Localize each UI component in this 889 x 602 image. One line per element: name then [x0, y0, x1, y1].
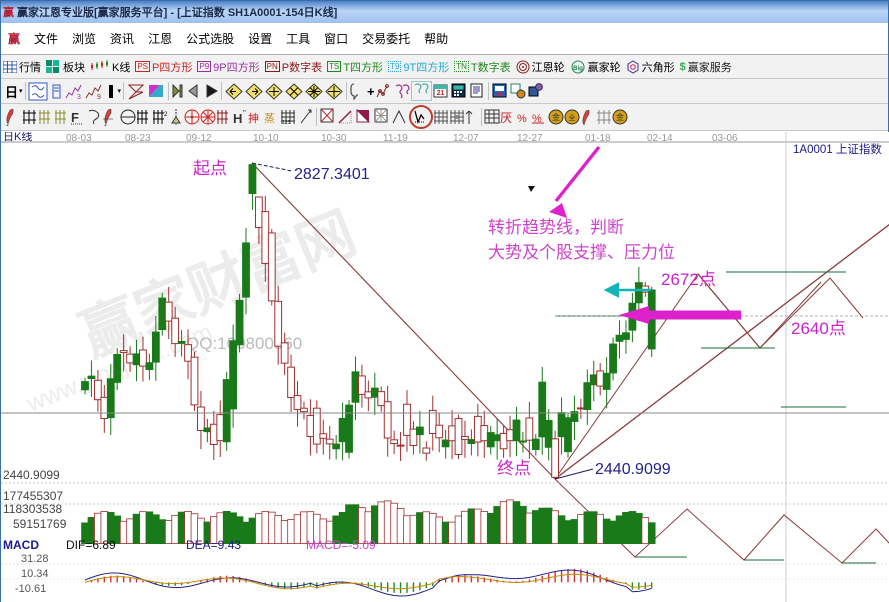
svg-text:10-30: 10-30	[321, 133, 347, 144]
svg-text:01-18: 01-18	[585, 133, 611, 144]
svg-text:21: 21	[436, 90, 444, 97]
svg-text:起点: 起点	[193, 159, 227, 178]
svg-text:03-06: 03-06	[712, 133, 738, 144]
svg-text:日K线: 日K线	[3, 132, 32, 143]
svg-text:大势及个股支撑、压力位: 大势及个股支撑、压力位	[488, 243, 675, 262]
svg-text:%: %	[517, 113, 527, 125]
svg-text:2672点: 2672点	[661, 270, 716, 289]
svg-text:02-14: 02-14	[647, 133, 673, 144]
svg-text:118303538: 118303538	[3, 502, 63, 516]
svg-text:3: 3	[77, 94, 81, 101]
svg-text:59151769: 59151769	[13, 517, 67, 531]
svg-text:2440.9099: 2440.9099	[595, 461, 671, 478]
svg-text:Big: Big	[573, 66, 583, 72]
svg-text:H: H	[233, 111, 242, 126]
svg-text:-10.61: -10.61	[15, 583, 46, 595]
svg-text:12-27: 12-27	[517, 133, 543, 144]
svg-text:09-12: 09-12	[186, 133, 212, 144]
svg-text:蒸: 蒸	[264, 112, 275, 125]
svg-text:08-03: 08-03	[66, 133, 92, 144]
svg-text:F: F	[71, 110, 79, 125]
svg-text:31.28: 31.28	[21, 553, 49, 565]
svg-text:2440.9099: 2440.9099	[3, 468, 60, 482]
svg-text:DEA=9.43: DEA=9.43	[186, 538, 241, 552]
svg-text:08-23: 08-23	[125, 133, 151, 144]
svg-text:9: 9	[97, 94, 101, 101]
svg-text:177455307: 177455307	[3, 489, 63, 503]
svg-text:2827.3401: 2827.3401	[294, 166, 370, 183]
svg-text:2640点: 2640点	[791, 319, 846, 338]
svg-text:终点: 终点	[497, 459, 531, 478]
svg-text:厌: 厌	[500, 111, 512, 125]
svg-text:1A0001 上证指数: 1A0001 上证指数	[793, 142, 882, 156]
svg-text:DIF=6.89: DIF=6.89	[66, 538, 116, 552]
svg-text:12-07: 12-07	[453, 133, 479, 144]
svg-text:金: 金	[552, 112, 560, 122]
svg-text:11-19: 11-19	[383, 133, 408, 144]
svg-text:": "	[243, 109, 246, 118]
svg-text:MACD=-5.09: MACD=-5.09	[306, 538, 376, 552]
svg-text:MACD: MACD	[3, 538, 39, 552]
svg-text:转折趋势线，判断: 转折趋势线，判断	[488, 218, 624, 237]
svg-text:10-10: 10-10	[253, 133, 279, 144]
svg-text:金: 金	[616, 112, 624, 122]
svg-text:10.34: 10.34	[21, 568, 49, 580]
svg-text:抻: 抻	[248, 111, 259, 125]
svg-text:全: 全	[569, 113, 576, 122]
svg-text:123: 123	[282, 120, 291, 126]
